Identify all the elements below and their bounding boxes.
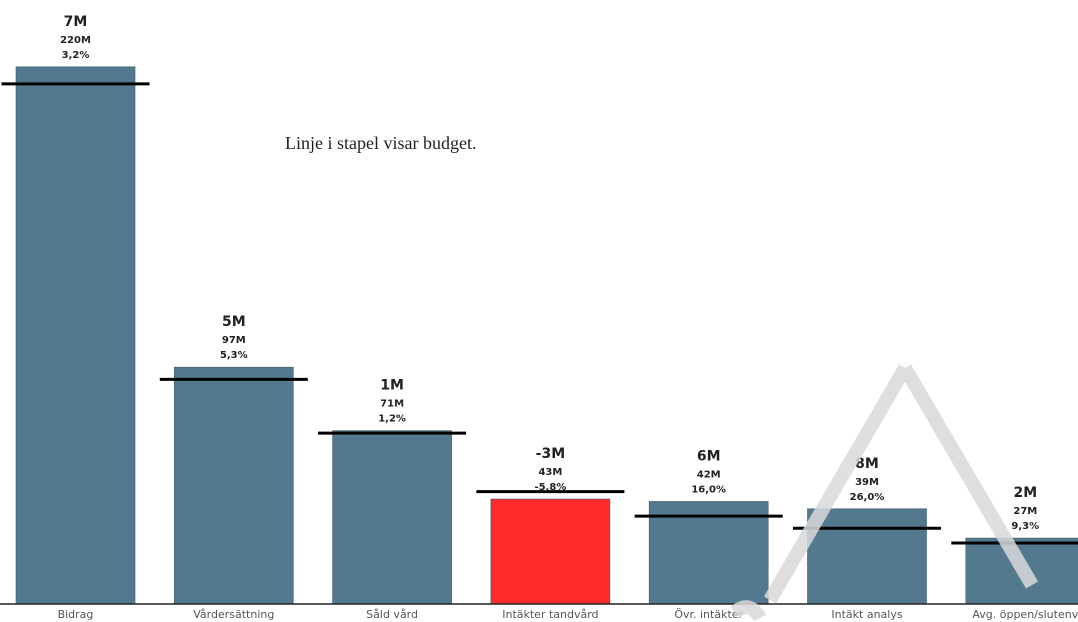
watermark-stroke bbox=[898, 364, 1039, 589]
x-tick-label: Vårdersättning bbox=[193, 608, 274, 621]
watermark-stroke bbox=[730, 600, 767, 622]
percent-label: 1,2% bbox=[378, 414, 406, 425]
percent-label: 16,0% bbox=[691, 484, 726, 495]
percent-label: 9,3% bbox=[1011, 521, 1039, 532]
deviation-label: 2M bbox=[1013, 485, 1037, 501]
bar bbox=[807, 508, 927, 605]
x-tick-label: Intäkt analys bbox=[831, 608, 902, 621]
annotation: Linje i stapel visar budget. bbox=[285, 133, 476, 153]
bar bbox=[648, 501, 769, 605]
x-tick-label: Såld vård bbox=[366, 608, 418, 621]
bar bbox=[490, 498, 611, 605]
x-tick-label: Intäkter tandvård bbox=[502, 608, 598, 621]
value-label: 220M bbox=[60, 35, 91, 46]
value-label: 42M bbox=[697, 469, 721, 480]
deviation-label: 8M bbox=[855, 456, 879, 472]
deviation-label: 5M bbox=[222, 314, 246, 330]
deviation-label: 1M bbox=[380, 378, 404, 394]
value-label: 27M bbox=[1013, 506, 1037, 517]
x-tick-label: Bidrag bbox=[58, 608, 94, 621]
value-label: 97M bbox=[222, 335, 246, 346]
percent-label: 3,2% bbox=[62, 50, 90, 61]
x-tick-label: Avg. öppen/slutenv bbox=[972, 608, 1078, 621]
deviation-label: 7M bbox=[64, 14, 88, 30]
bar bbox=[332, 430, 452, 605]
value-label: 43M bbox=[538, 467, 562, 478]
percent-label: 26,0% bbox=[850, 492, 885, 503]
bar bbox=[174, 366, 294, 605]
watermark-stroke bbox=[763, 364, 912, 604]
x-tick-label: Övr. intäkter bbox=[674, 608, 743, 621]
value-label: 39M bbox=[855, 477, 879, 488]
watermark bbox=[730, 364, 1039, 622]
bar bbox=[15, 66, 136, 605]
deviation-label: -3M bbox=[536, 446, 565, 462]
percent-label: 5,3% bbox=[220, 350, 248, 361]
percent-label: -5,8% bbox=[534, 482, 566, 493]
deviation-label: 6M bbox=[697, 448, 721, 464]
value-label: 71M bbox=[380, 399, 404, 410]
